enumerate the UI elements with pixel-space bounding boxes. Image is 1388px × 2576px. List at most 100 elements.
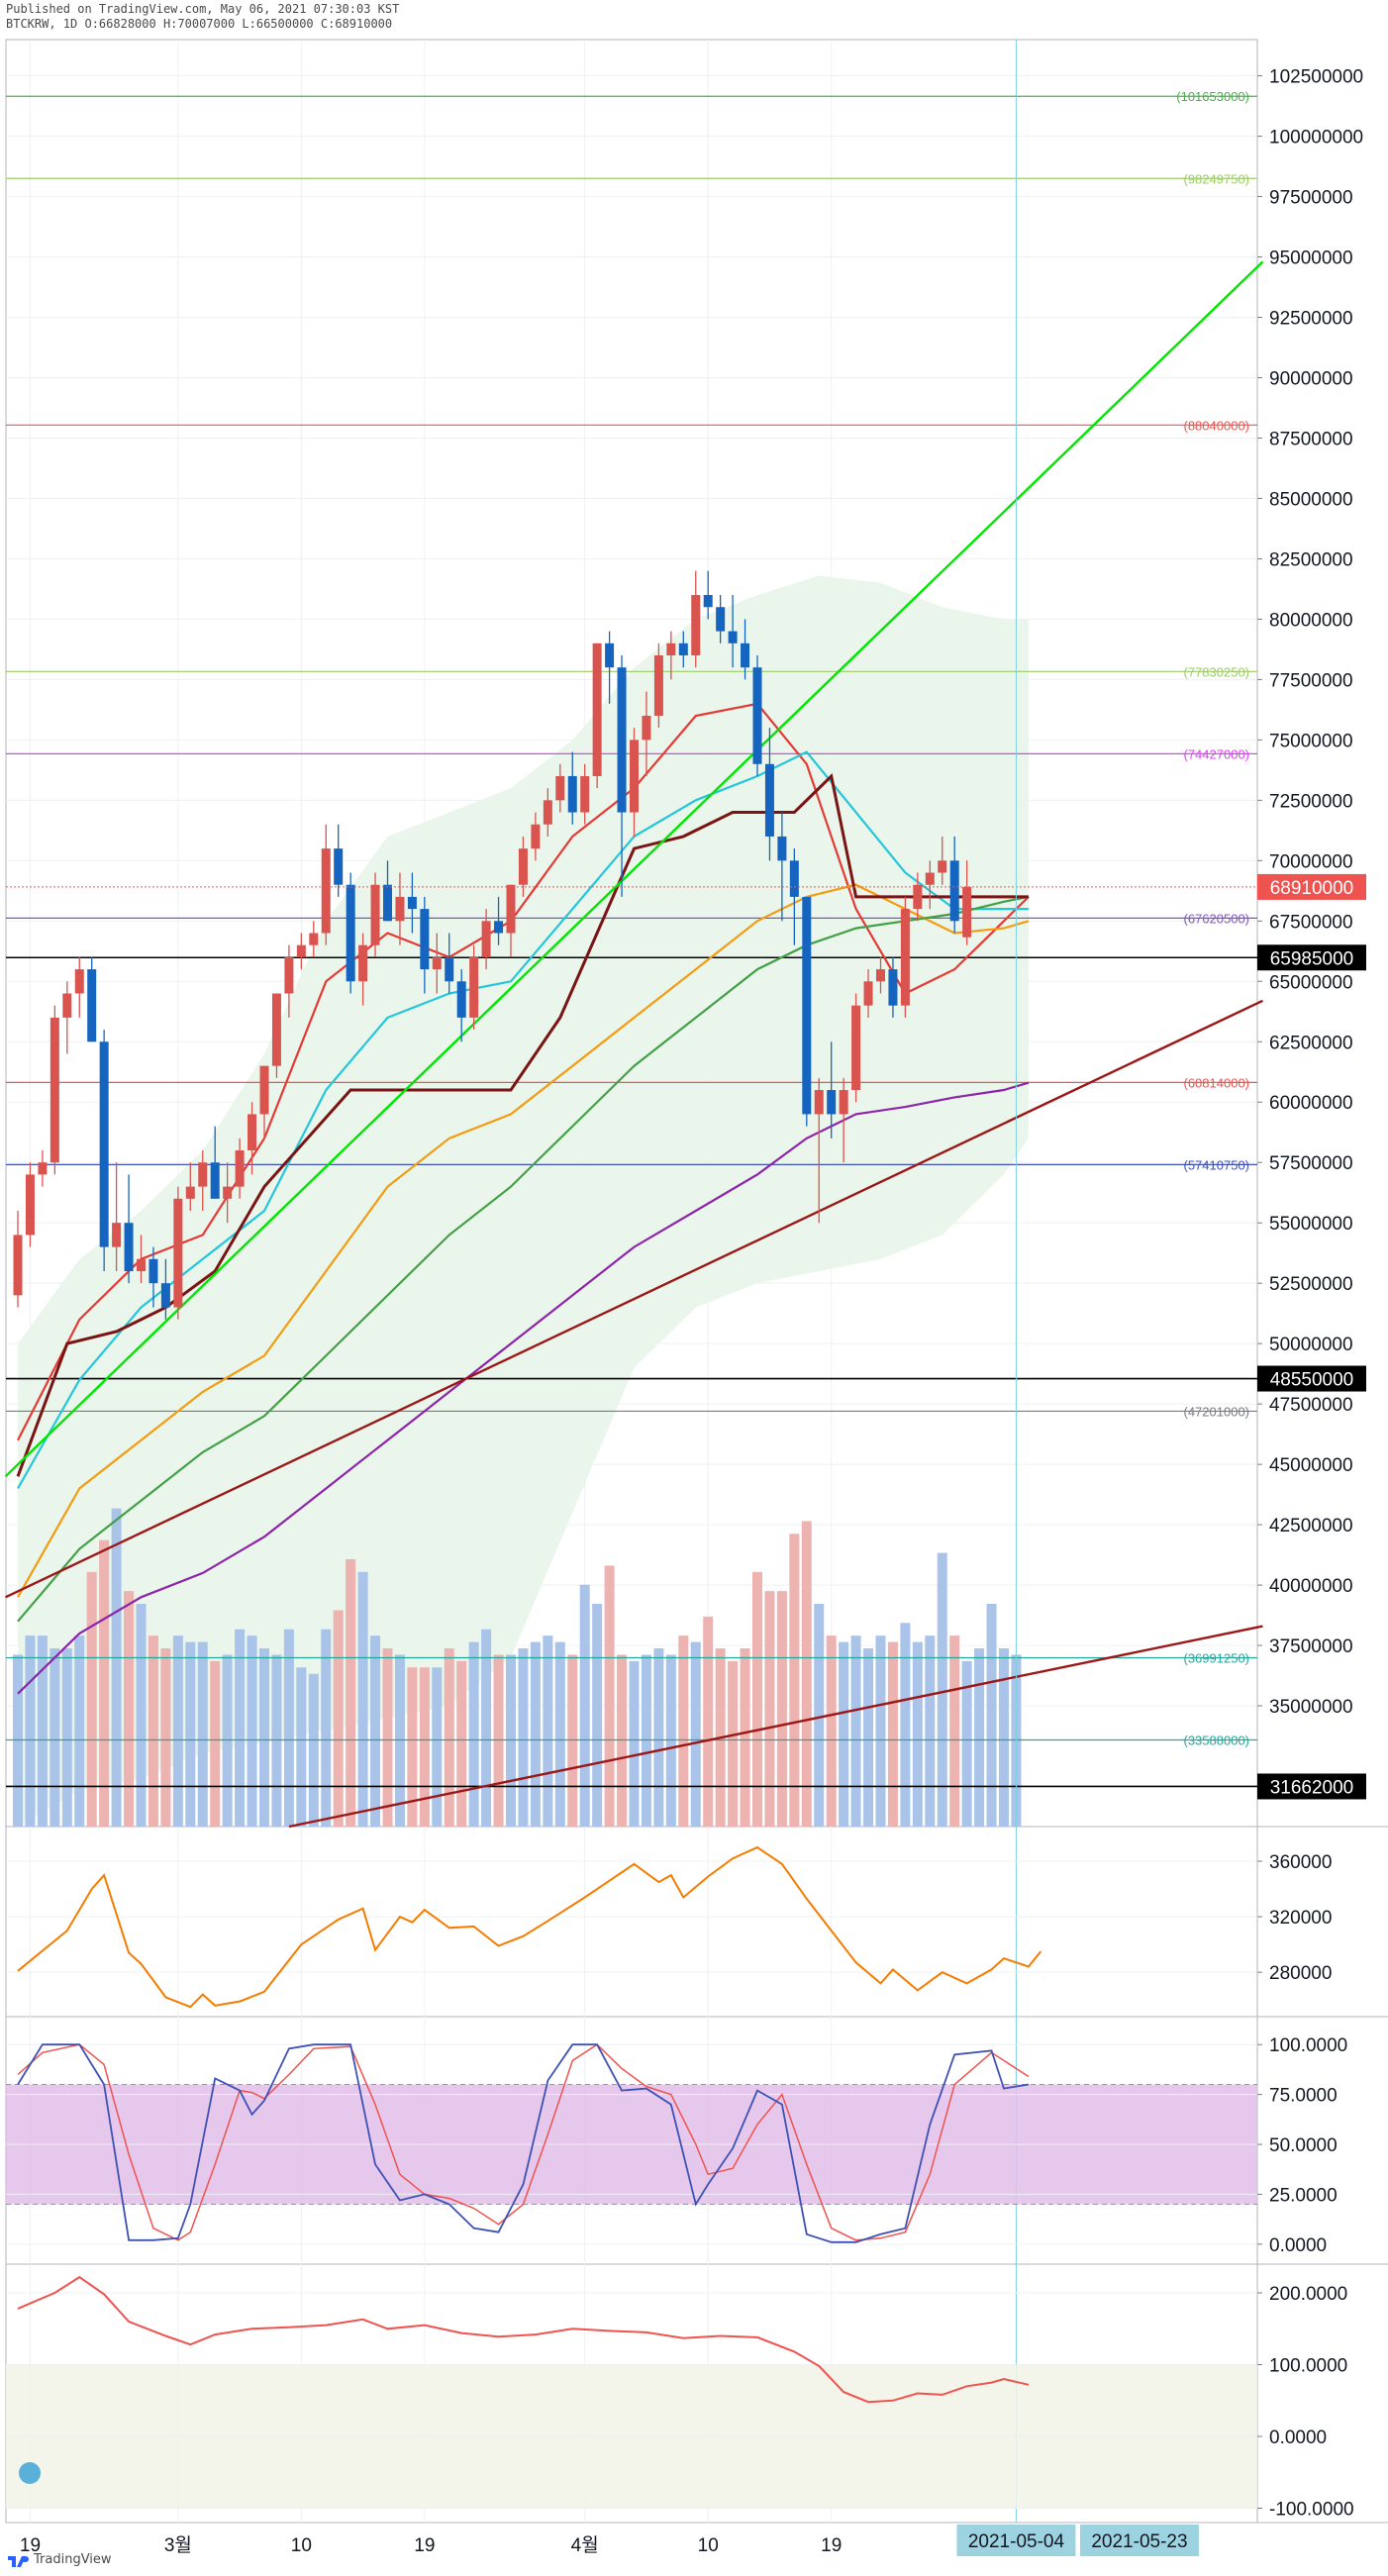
- price-tick-label-10: 77500000: [1269, 670, 1353, 691]
- volume-bar-71: [887, 1641, 898, 1827]
- candle-body-48: [605, 643, 615, 668]
- symbol-ohlc: BTCKRW, 1D O:66828000 H:70007000 L:66500…: [6, 17, 393, 31]
- volume-bar-5: [74, 1635, 85, 1827]
- price-tick-label-3: 95000000: [1269, 248, 1353, 269]
- candle-body-33: [420, 909, 430, 970]
- candle-body-54: [678, 643, 688, 655]
- candle-body-2: [38, 1162, 48, 1175]
- candle-body-7: [99, 1041, 109, 1247]
- volume-bar-78: [974, 1648, 985, 1827]
- volume-bar-64: [801, 1521, 812, 1827]
- publish-info: Published on TradingView.com, May 06, 20…: [6, 2, 400, 16]
- candle-body-16: [210, 1162, 220, 1199]
- price-tick-label-7: 85000000: [1269, 489, 1353, 510]
- support-badge-2: [1257, 1773, 1366, 1800]
- volume-bar-67: [839, 1641, 849, 1827]
- momentum-tick-label-0: 360000: [1269, 1852, 1332, 1873]
- candle-body-35: [445, 956, 454, 982]
- last-price-label: 68910000: [1270, 878, 1354, 899]
- volume-bar-41: [518, 1648, 529, 1827]
- candle-body-34: [432, 956, 442, 970]
- volume-bar-77: [961, 1660, 972, 1827]
- cci-tick-label-3: -100.0000: [1269, 2500, 1354, 2521]
- candle-body-10: [137, 1258, 146, 1271]
- price-tick-label-8: 82500000: [1269, 549, 1353, 570]
- candle-body-15: [198, 1162, 208, 1187]
- stochastic-tick-label-2: 50.0000: [1269, 2135, 1338, 2156]
- level-label-2: (88040000): [1184, 418, 1250, 433]
- volume-bar-17: [222, 1654, 233, 1827]
- price-tick-label-13: 70000000: [1269, 851, 1353, 872]
- candle-body-26: [334, 848, 344, 885]
- candle-body-1: [25, 1174, 35, 1236]
- volume-bar-63: [789, 1534, 800, 1827]
- volume-bar-27: [346, 1559, 356, 1827]
- volume-bar-53: [665, 1654, 676, 1827]
- stochastic-tick-label-4: 0.0000: [1269, 2235, 1327, 2256]
- volume-bar-12: [160, 1648, 171, 1827]
- volume-bar-46: [579, 1584, 590, 1827]
- candle-body-63: [789, 860, 799, 897]
- volume-bar-3: [50, 1648, 60, 1827]
- volume-bar-16: [210, 1660, 221, 1827]
- volume-bar-59: [740, 1648, 750, 1827]
- volume-bar-72: [900, 1623, 911, 1827]
- time-tick-label-6: 19: [821, 2535, 842, 2556]
- volume-bar-30: [382, 1648, 393, 1827]
- volume-bar-26: [333, 1610, 344, 1827]
- candle-body-45: [567, 775, 577, 813]
- moving-average-1: [17, 750, 1029, 1490]
- time-tick-label-0: 19: [20, 2535, 41, 2556]
- level-label-7: (57410750): [1184, 1157, 1250, 1172]
- candle-body-61: [764, 763, 774, 837]
- support-badge-0: [1257, 944, 1366, 971]
- last-price-badge: [1257, 873, 1366, 900]
- candle-body-3: [50, 1017, 59, 1163]
- candle-body-9: [124, 1223, 134, 1271]
- volume-bar-20: [259, 1648, 269, 1827]
- volume-bar-32: [407, 1667, 418, 1827]
- volume-bar-39: [493, 1654, 504, 1827]
- candle-body-46: [580, 775, 590, 813]
- candle-body-42: [531, 824, 541, 849]
- date-badge-1: [1079, 2525, 1199, 2556]
- volume-bar-69: [863, 1648, 874, 1827]
- volume-bar-65: [814, 1604, 825, 1827]
- volume-bar-38: [481, 1629, 492, 1827]
- volume-bar-43: [543, 1635, 553, 1827]
- candle-body-60: [752, 667, 762, 764]
- price-tick-label-14: 67500000: [1269, 912, 1353, 933]
- volume-bar-40: [506, 1654, 516, 1827]
- cci-line: [17, 2275, 1030, 2404]
- candle-body-14: [185, 1186, 195, 1199]
- candle-body-64: [802, 896, 812, 1115]
- candle-body-6: [87, 969, 97, 1042]
- volume-bar-19: [247, 1635, 257, 1827]
- candle-body-38: [481, 921, 491, 957]
- volume-bar-47: [592, 1604, 603, 1827]
- candle-body-17: [223, 1186, 233, 1199]
- candle-body-30: [383, 884, 392, 922]
- level-label-0: (101653000): [1176, 89, 1249, 104]
- support-badge-1: [1257, 1365, 1366, 1392]
- candle-body-27: [346, 884, 355, 982]
- volume-bar-33: [419, 1667, 430, 1827]
- volume-bar-23: [296, 1667, 307, 1827]
- date-badge-label-0: 2021-05-04: [968, 2531, 1065, 2552]
- candle-body-19: [248, 1114, 257, 1151]
- volume-bar-70: [875, 1635, 886, 1827]
- volume-bar-62: [776, 1591, 787, 1827]
- price-tick-label-27: 35000000: [1269, 1697, 1353, 1718]
- support-badge-label-2: 31662000: [1270, 1777, 1354, 1798]
- time-tick-label-5: 10: [698, 2535, 719, 2556]
- candle-body-22: [284, 956, 294, 994]
- price-tick-label-22: 47500000: [1269, 1395, 1353, 1416]
- candle-body-51: [642, 715, 651, 741]
- price-tick-label-6: 87500000: [1269, 429, 1353, 449]
- volume-bar-55: [690, 1641, 701, 1827]
- candle-body-55: [691, 595, 701, 655]
- envelope-band: [18, 575, 1029, 1827]
- brand-label: TradingView: [34, 2552, 112, 2567]
